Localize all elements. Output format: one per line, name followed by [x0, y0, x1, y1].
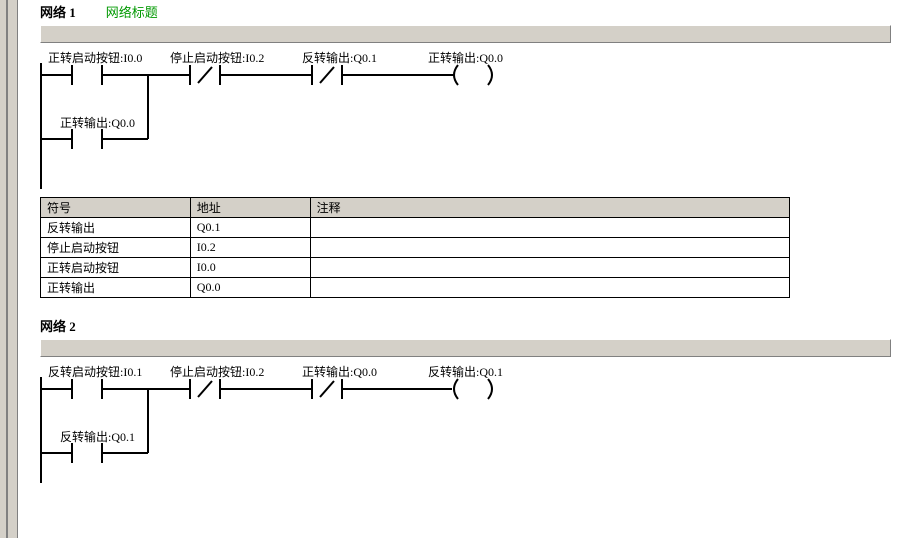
- table-row: 正转输出Q0.0: [41, 278, 790, 298]
- cell-addr[interactable]: Q0.0: [190, 278, 310, 298]
- network2-ladder: 反转启动按钮:I0.1 停止启动按钮:I0.2 正转输出:Q0.0 反转输出:Q…: [40, 363, 891, 483]
- network2-comment-bar[interactable]: [40, 339, 891, 357]
- table-row: 反转输出Q0.1: [41, 218, 790, 238]
- network2-label: 网络 2: [40, 316, 76, 335]
- cell-addr[interactable]: I0.2: [190, 238, 310, 258]
- network1-title[interactable]: 网络标题: [106, 2, 158, 21]
- network1-ladder: 正转启动按钮:I0.0 停止启动按钮:I0.2 反转输出:Q0.1 正转输出:Q…: [40, 49, 891, 189]
- cell-addr[interactable]: Q0.1: [190, 218, 310, 238]
- th-comment: 注释: [310, 198, 789, 218]
- left-gutter: [0, 0, 18, 538]
- cell-sym[interactable]: 正转输出: [41, 278, 191, 298]
- th-address: 地址: [190, 198, 310, 218]
- n2-svg: [40, 363, 860, 483]
- symbol-table-head-row: 符号 地址 注释: [41, 198, 790, 218]
- cell-comment[interactable]: [310, 218, 789, 238]
- network1-comment-bar[interactable]: [40, 25, 891, 43]
- network2-header: 网络 2: [18, 314, 913, 337]
- n1-svg: [40, 49, 860, 189]
- cell-addr[interactable]: I0.0: [190, 258, 310, 278]
- table-row: 停止启动按钮I0.2: [41, 238, 790, 258]
- cell-sym[interactable]: 停止启动按钮: [41, 238, 191, 258]
- table-row: 正转启动按钮I0.0: [41, 258, 790, 278]
- cell-comment[interactable]: [310, 258, 789, 278]
- network1-header: 网络 1 网络标题: [18, 0, 913, 23]
- th-symbol: 符号: [41, 198, 191, 218]
- network1-label: 网络 1: [40, 2, 76, 21]
- cell-comment[interactable]: [310, 278, 789, 298]
- cell-sym[interactable]: 正转启动按钮: [41, 258, 191, 278]
- content-area: 网络 1 网络标题 正转启动按钮:I0.0 停止启动按钮:I0.2 反转输出:Q…: [18, 0, 913, 491]
- cell-sym[interactable]: 反转输出: [41, 218, 191, 238]
- symbol-table: 符号 地址 注释 反转输出Q0.1停止启动按钮I0.2正转启动按钮I0.0正转输…: [40, 197, 790, 298]
- cell-comment[interactable]: [310, 238, 789, 258]
